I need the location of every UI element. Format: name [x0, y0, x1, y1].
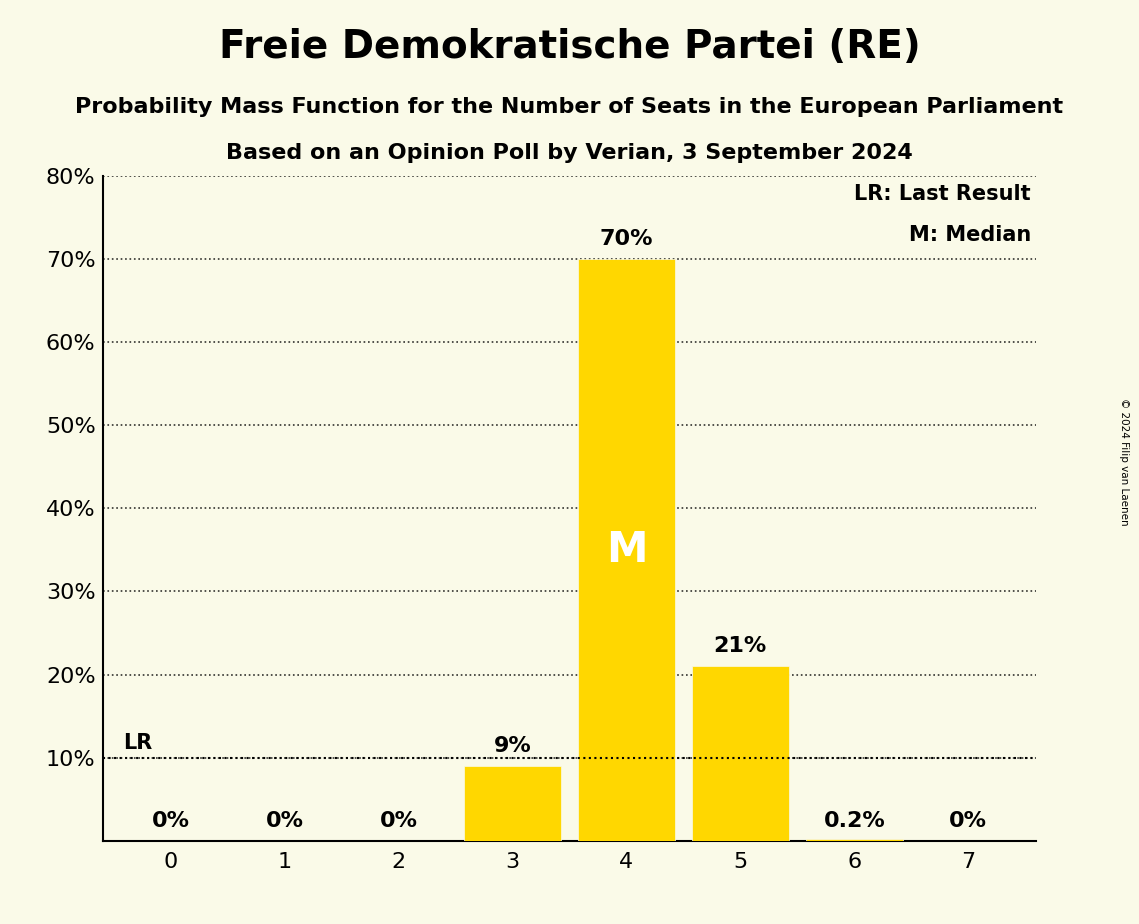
Text: Freie Demokratische Partei (RE): Freie Demokratische Partei (RE): [219, 28, 920, 66]
Text: LR: Last Result: LR: Last Result: [854, 184, 1031, 204]
Text: 0%: 0%: [379, 811, 418, 831]
Text: © 2024 Filip van Laenen: © 2024 Filip van Laenen: [1120, 398, 1129, 526]
Text: 9%: 9%: [493, 736, 532, 756]
Bar: [693, 666, 788, 841]
Text: Based on an Opinion Poll by Verian, 3 September 2024: Based on an Opinion Poll by Verian, 3 Se…: [227, 143, 912, 164]
Text: LR: LR: [123, 733, 153, 753]
Text: 0%: 0%: [265, 811, 304, 831]
Text: M: Median: M: Median: [909, 225, 1031, 246]
Text: 21%: 21%: [714, 637, 767, 656]
Bar: [579, 259, 674, 841]
Text: 70%: 70%: [600, 229, 653, 249]
Text: M: M: [606, 529, 647, 571]
Text: 0.2%: 0.2%: [823, 811, 885, 831]
Bar: [465, 766, 562, 841]
Text: 0%: 0%: [151, 811, 190, 831]
Text: Probability Mass Function for the Number of Seats in the European Parliament: Probability Mass Function for the Number…: [75, 97, 1064, 117]
Text: 0%: 0%: [949, 811, 988, 831]
Bar: [806, 839, 902, 841]
